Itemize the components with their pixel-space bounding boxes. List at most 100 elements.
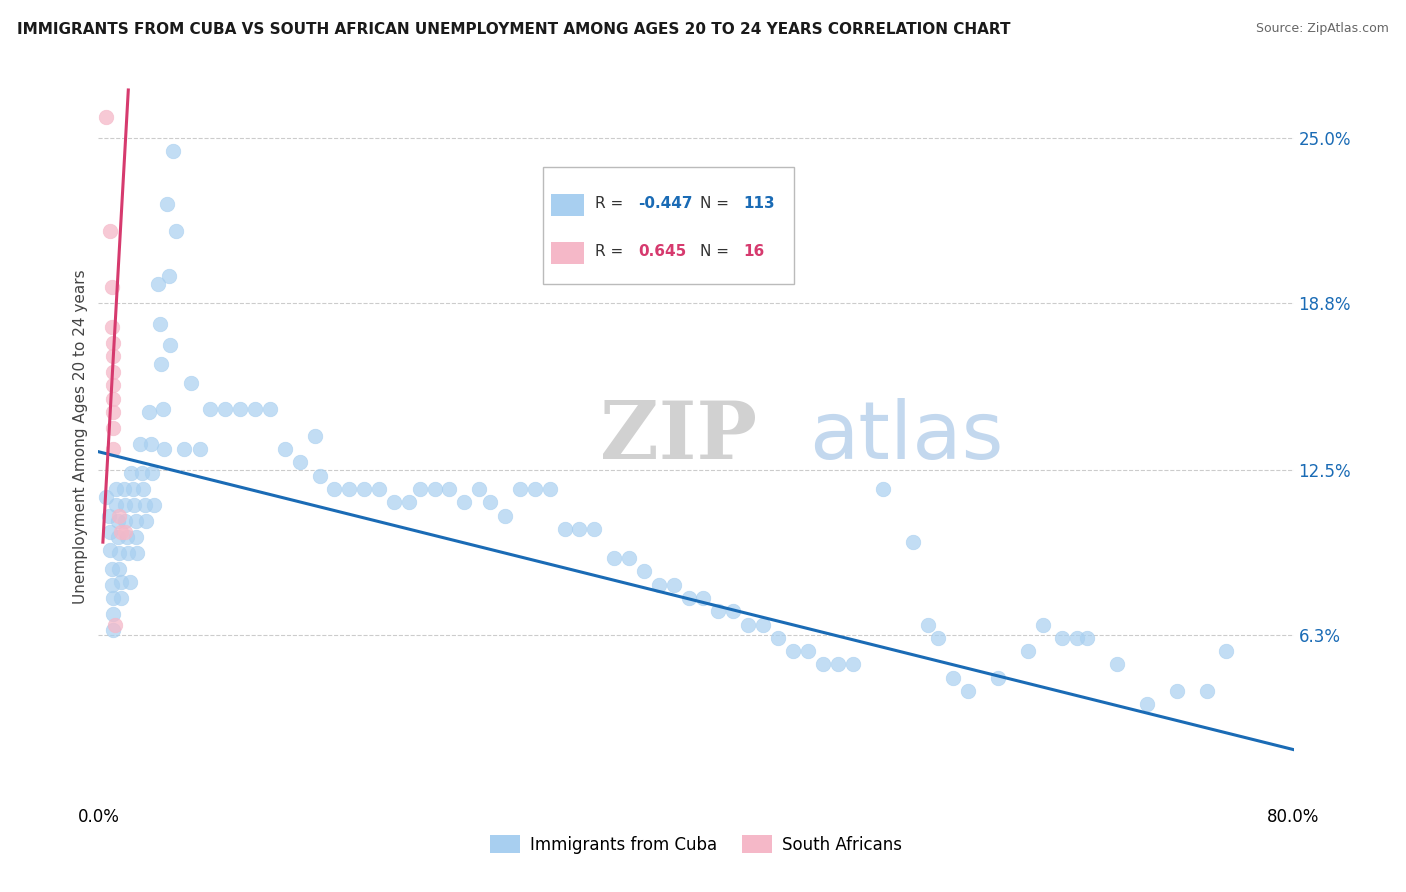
Point (259, 402, 281, 417)
Point (1017, 644, 1039, 658)
Point (118, 575, 141, 590)
Point (188, 442, 211, 456)
Point (108, 508, 131, 523)
Point (127, 546, 149, 560)
Legend: Immigrants from Cuba, South Africans: Immigrants from Cuba, South Africans (484, 829, 908, 860)
Point (139, 436, 162, 450)
Point (245, 402, 267, 417)
Point (110, 524, 132, 539)
Point (274, 442, 297, 456)
Point (1066, 631, 1088, 645)
Point (633, 565, 655, 579)
Point (108, 546, 131, 560)
Point (125, 530, 148, 544)
Point (103, 623, 125, 637)
Point (987, 671, 1010, 685)
Point (141, 466, 163, 480)
Point (1136, 698, 1159, 712)
Point (112, 482, 135, 496)
Point (110, 575, 132, 590)
Text: R =: R = (595, 244, 627, 260)
Point (94, 490, 117, 504)
Point (153, 442, 176, 456)
Point (134, 498, 156, 512)
Point (723, 604, 745, 618)
Point (156, 197, 179, 211)
Point (124, 498, 146, 512)
Point (707, 604, 730, 618)
Point (583, 522, 606, 536)
Text: atlas: atlas (810, 398, 1004, 476)
Point (509, 482, 531, 496)
Point (103, 442, 125, 456)
Point (942, 671, 965, 685)
Point (229, 402, 252, 417)
Point (478, 495, 501, 509)
Point (120, 466, 142, 480)
Point (108, 562, 131, 576)
Point (148, 277, 170, 292)
Text: 113: 113 (744, 196, 775, 211)
Point (617, 551, 640, 566)
Point (114, 524, 136, 539)
Point (603, 551, 626, 566)
Text: Source: ZipAtlas.com: Source: ZipAtlas.com (1256, 22, 1389, 36)
Point (114, 498, 136, 512)
Point (103, 591, 125, 605)
Point (97, 508, 120, 523)
Point (662, 577, 685, 591)
Point (105, 498, 128, 512)
Y-axis label: Unemployment Among Ages 20 to 24 years: Unemployment Among Ages 20 to 24 years (73, 269, 89, 605)
Point (872, 482, 894, 496)
Point (149, 317, 172, 331)
Point (103, 392, 125, 406)
Text: IMMIGRANTS FROM CUBA VS SOUTH AFRICAN UNEMPLOYMENT AMONG AGES 20 TO 24 YEARS COR: IMMIGRANTS FROM CUBA VS SOUTH AFRICAN UN… (17, 22, 1011, 37)
Point (150, 357, 173, 371)
Point (538, 482, 561, 496)
Point (117, 546, 139, 560)
Point (737, 617, 759, 632)
Point (103, 421, 125, 435)
Point (214, 402, 236, 417)
Text: -0.447: -0.447 (638, 196, 693, 211)
Point (101, 319, 124, 334)
Point (107, 530, 129, 544)
Point (103, 365, 125, 379)
Point (408, 482, 430, 496)
Point (568, 522, 591, 536)
Point (494, 508, 516, 523)
Point (523, 482, 546, 496)
Bar (551, 194, 585, 216)
Point (1107, 657, 1129, 672)
Point (94, 110, 117, 124)
Point (101, 280, 124, 294)
Text: 16: 16 (744, 244, 765, 260)
Point (138, 405, 160, 419)
Point (101, 562, 124, 576)
Point (827, 657, 849, 672)
Point (308, 468, 330, 483)
Point (1166, 684, 1188, 698)
Point (98, 224, 122, 238)
Point (752, 617, 775, 632)
Point (104, 617, 127, 632)
Point (956, 684, 979, 698)
Point (782, 644, 804, 658)
Point (382, 495, 405, 509)
Point (103, 405, 125, 419)
Point (101, 577, 124, 591)
Point (121, 482, 143, 496)
Point (159, 338, 181, 352)
Point (105, 482, 128, 496)
Point (135, 514, 157, 528)
Point (811, 657, 834, 672)
Point (453, 495, 475, 509)
Point (180, 376, 202, 390)
Point (131, 466, 153, 480)
Point (368, 482, 391, 496)
Point (157, 269, 180, 284)
Point (103, 378, 125, 392)
FancyBboxPatch shape (543, 167, 794, 285)
Point (200, 402, 222, 417)
Point (125, 514, 148, 528)
